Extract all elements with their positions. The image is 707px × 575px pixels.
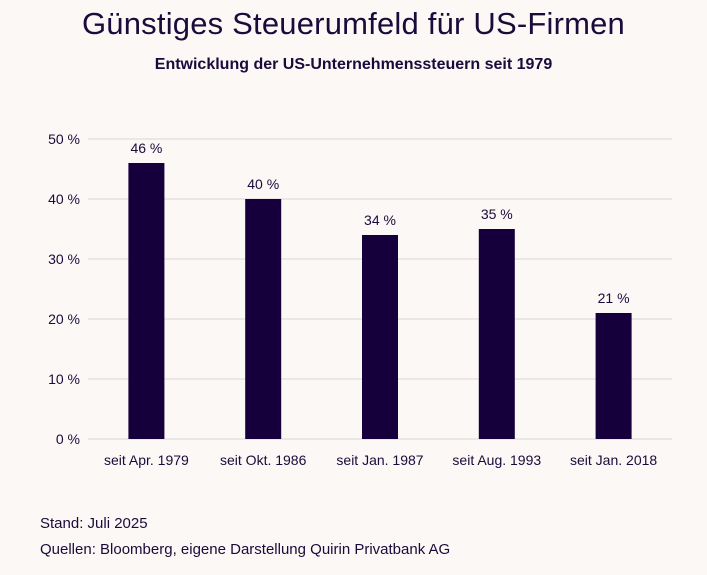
bar	[595, 313, 632, 439]
y-tick-label: 30 %	[48, 251, 80, 267]
bar-chart: 0 % 10 % 20 % 30 % 40 % 50 % 46 % 40 % 34 % 35 %…	[48, 131, 672, 468]
y-tick-label: 40 %	[48, 191, 80, 207]
value-label: 34 %	[364, 212, 396, 228]
y-tick-label: 0 %	[56, 431, 80, 447]
chart-subtitle: Entwicklung der US-Unternehmenssteuern s…	[154, 56, 553, 73]
y-tick-label: 20 %	[48, 311, 80, 327]
x-tick-label: seit Aug. 1993	[452, 452, 541, 468]
y-axis-ticks: 0 % 10 % 20 % 30 % 40 % 50 %	[48, 131, 80, 447]
x-tick-label: seit Okt. 1986	[220, 452, 307, 468]
value-label: 46 %	[130, 140, 162, 156]
y-tick-label: 10 %	[48, 371, 80, 387]
bars	[128, 163, 632, 439]
x-tick-label: seit Apr. 1979	[104, 452, 189, 468]
x-axis-ticks: seit Apr. 1979 seit Okt. 1986 seit Jan. 19…	[104, 452, 657, 468]
bar	[478, 229, 515, 439]
bar	[245, 199, 282, 439]
y-tick-label: 50 %	[48, 131, 80, 147]
footer-stand: Stand: Juli 2025	[40, 515, 148, 532]
bar	[362, 235, 398, 439]
x-tick-label: seit Jan. 2018	[570, 452, 657, 468]
value-label: 35 %	[481, 206, 513, 222]
bar	[128, 163, 165, 439]
value-label: 40 %	[247, 176, 279, 192]
value-labels: 46 % 40 % 34 % 35 % 21 %	[130, 140, 629, 306]
x-tick-label: seit Jan. 1987	[336, 452, 423, 468]
chart-title: Günstiges Steuerumfeld für US-Firmen	[81, 6, 625, 41]
value-label: 21 %	[598, 290, 630, 306]
footer-sources: Quellen: Bloomberg, eigene Darstellung Q…	[40, 541, 451, 558]
